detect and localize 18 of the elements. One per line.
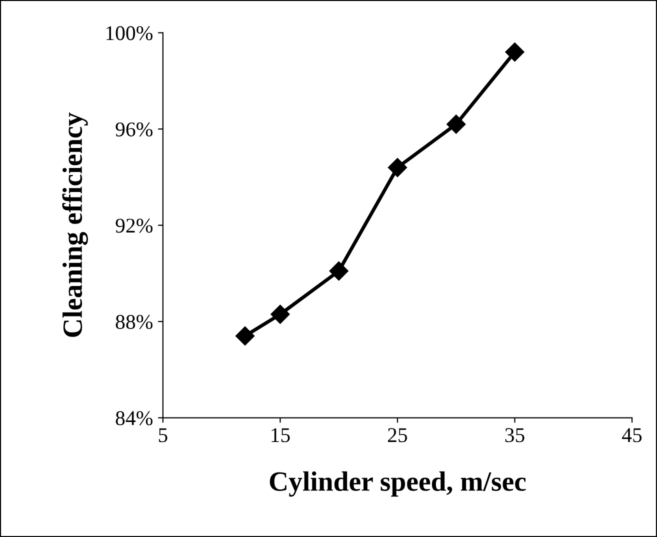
x-tick-label: 5: [158, 428, 168, 442]
point: [329, 261, 348, 281]
y-tick-label: 92%: [116, 218, 153, 233]
x-tick-label: 25: [388, 428, 408, 442]
y-tick-label: 88%: [116, 314, 153, 330]
y-tick-label: 84%: [116, 411, 153, 426]
point: [270, 304, 290, 324]
x-tick-label: 45: [622, 428, 642, 442]
y-tick-label: 100%: [106, 26, 153, 40]
point: [505, 42, 524, 62]
x-tick-label: 15: [272, 428, 290, 442]
x-axis-title: Cylinder speed, m/sec: [270, 471, 526, 497]
point: [446, 114, 466, 134]
point: [388, 158, 408, 178]
point: [235, 326, 255, 346]
y-tick-label: 96%: [116, 122, 153, 137]
x-tick-label: 35: [505, 428, 524, 442]
y-axis-title: Cleaning efficiency: [62, 112, 88, 337]
